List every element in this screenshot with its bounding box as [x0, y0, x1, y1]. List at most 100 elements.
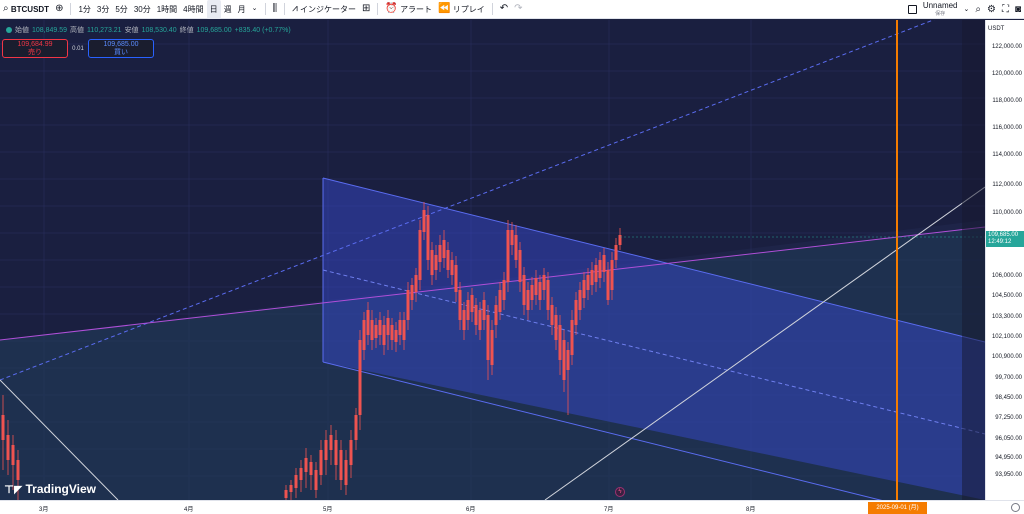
candle-body [462, 310, 466, 330]
last-price-value: 109,685.00 [988, 232, 1019, 238]
price-label: 99,700.00 [995, 375, 1022, 381]
candle-body [574, 300, 578, 325]
price-label: 118,000.00 [992, 98, 1022, 104]
indicators-button[interactable]: ⩘ インジケーター [289, 0, 359, 19]
interval-1d[interactable]: 日 [206, 0, 221, 19]
interval-1w[interactable]: 週 [223, 4, 232, 14]
interval-5m[interactable]: 5分 [115, 4, 128, 14]
interval-3m[interactable]: 3分 [96, 4, 110, 14]
candle-body [410, 285, 414, 300]
candle-body [1, 415, 5, 440]
grid-icon: ⊞ [361, 3, 371, 14]
layout-name-box: Unnamed 保存 [923, 1, 958, 18]
settings-button[interactable]: ⚙ [984, 0, 999, 19]
candle-body [578, 290, 582, 310]
purple-trend-line[interactable] [0, 226, 985, 341]
candle-body [550, 305, 554, 325]
chart-type-button[interactable]: ⫼ [270, 0, 281, 19]
price-label: 106,000.00 [991, 273, 1022, 279]
candle-body [566, 350, 570, 370]
fullscreen-button[interactable]: ⛶ [999, 0, 1012, 19]
candle-body [558, 325, 562, 360]
dashed-trend-line[interactable] [0, 20, 985, 381]
candle-body [494, 305, 498, 325]
price-axis[interactable]: USDT 122,000.00 120,000.00 118,000.00 116,0… [985, 20, 1024, 500]
axis-settings-icon[interactable] [1011, 503, 1020, 512]
price-label: 104,500.00 [991, 293, 1022, 299]
price-label: 96,050.00 [995, 436, 1022, 442]
gear-icon: ⚙ [986, 3, 996, 15]
snapshot-button[interactable]: ◙ [1012, 0, 1024, 19]
layout-checkbox-icon [907, 5, 917, 14]
candle-body [366, 310, 370, 335]
divider [70, 3, 72, 15]
interval-30m[interactable]: 30分 [133, 4, 151, 14]
candle-body [554, 315, 558, 340]
divider [264, 3, 266, 15]
open-value: 108,849.59 [32, 26, 68, 34]
price-label: 116,000.00 [992, 125, 1022, 131]
replay-button[interactable]: ⏪ リプレイ [435, 0, 488, 19]
quick-search-button[interactable]: ⌕ [972, 0, 984, 19]
white-down-line[interactable] [0, 379, 119, 500]
interval-1h[interactable]: 1時間 [156, 4, 178, 14]
channel-upper-line[interactable] [322, 177, 985, 343]
candle-body [582, 280, 586, 298]
low-label: 安値 [124, 27, 139, 34]
parallel-channel[interactable] [323, 178, 985, 500]
lightning-icon[interactable]: ϟ [615, 487, 625, 497]
currency-label[interactable]: USDT [988, 26, 1005, 32]
spread-value: 0.01 [72, 45, 84, 52]
candle-body [598, 260, 602, 278]
candles-icon: ⫼ [272, 3, 278, 14]
candle-body [426, 215, 430, 260]
price-label: 114,000.00 [992, 152, 1022, 158]
candle-body [454, 265, 458, 292]
candle-body [514, 235, 518, 260]
interval-1mo[interactable]: 月 [237, 4, 246, 14]
candle-body [490, 330, 494, 365]
alert-label: アラート [400, 4, 433, 14]
candle-body [349, 440, 353, 465]
low-value: 108,530.40 [141, 26, 177, 34]
candle-body [16, 460, 20, 480]
redo-button[interactable]: ↷ [511, 0, 525, 19]
tradingview-logo[interactable]: ⊤◤ TradingView [4, 482, 96, 496]
candle-body [562, 340, 566, 380]
undo-button[interactable]: ↶ [497, 0, 511, 19]
candle-body [470, 295, 474, 312]
chart-canvas[interactable] [0, 20, 985, 500]
divider [491, 3, 493, 15]
fullscreen-icon: ⛶ [1001, 3, 1009, 15]
symbol-search[interactable]: ⌕ BTCUSDT [0, 0, 52, 19]
templates-button[interactable]: ⊞ [359, 0, 373, 19]
alarm-clock-icon: ⏰ [385, 3, 398, 14]
white-trend-line[interactable] [544, 186, 985, 500]
candle-body [510, 230, 514, 245]
time-axis[interactable]: 3月 4月 5月 6月 7月 8月 2025-09-01 (月) [0, 500, 1024, 514]
alert-button[interactable]: ⏰ アラート [382, 0, 435, 19]
candle-body [294, 475, 298, 488]
interval-dropdown[interactable]: ⌄ [249, 0, 261, 19]
countdown: 12:49:12 [988, 239, 1012, 245]
candle-body [530, 285, 534, 300]
interval-1m[interactable]: 1分 [78, 4, 91, 14]
candle-body [314, 470, 318, 490]
last-price-tag: 109,685.00 12:49:12 [986, 231, 1024, 247]
candle-body [6, 435, 10, 460]
price-label: 93,950.00 [995, 472, 1022, 478]
close-value: 109,685.00 [196, 26, 232, 34]
compare-symbol-button[interactable]: ⊕ [52, 0, 66, 19]
chart-pane[interactable] [0, 20, 985, 500]
price-label: 120,000.00 [991, 71, 1022, 77]
candle-body [354, 415, 358, 440]
layout-select[interactable]: Unnamed 保存 ⌄ [905, 0, 973, 19]
channel-lower-line[interactable] [322, 361, 985, 500]
price-label: 94,950.00 [995, 455, 1022, 461]
trade-panel: 109,684.99 売り 0.01 109,685.00 買い [2, 39, 154, 58]
interval-4h[interactable]: 4時間 [183, 4, 204, 14]
price-label: 112,000.00 [992, 182, 1022, 188]
buy-button[interactable]: 109,685.00 買い [88, 39, 154, 58]
sell-button[interactable]: 109,684.99 売り [2, 39, 68, 58]
